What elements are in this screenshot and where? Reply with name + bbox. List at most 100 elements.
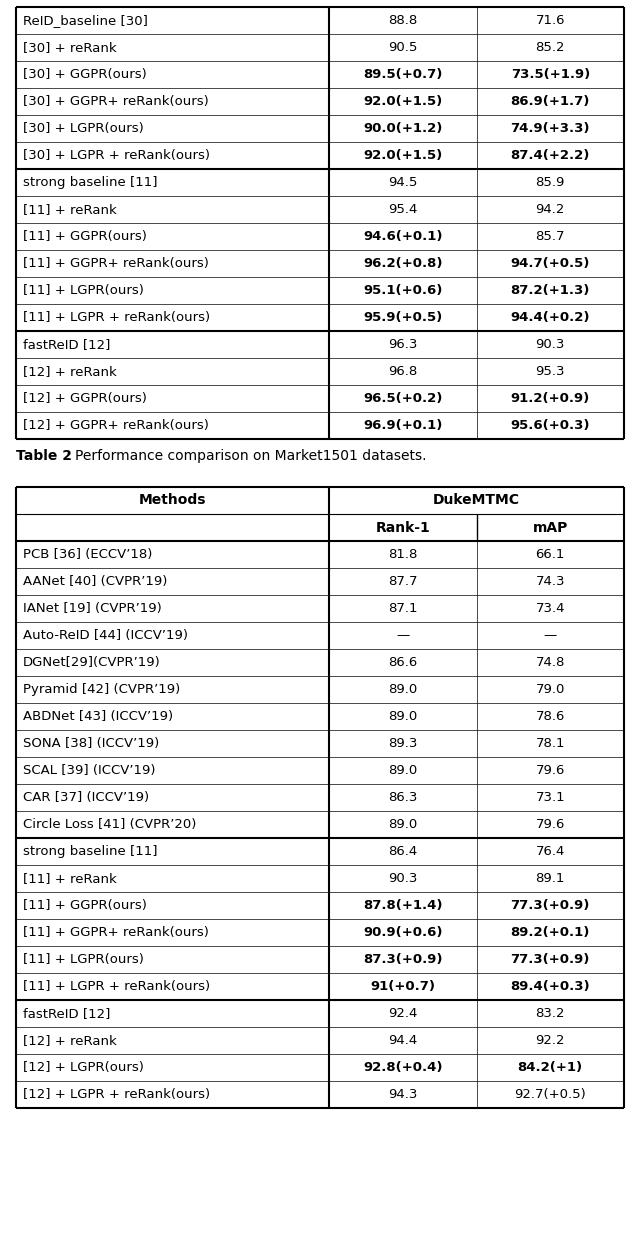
Text: 95.4: 95.4 [388,203,417,215]
Text: 86.4: 86.4 [388,845,417,858]
Text: Auto-ReID [44] (ICCV’19): Auto-ReID [44] (ICCV’19) [23,629,188,643]
Text: IANet [19] (CVPR’19): IANet [19] (CVPR’19) [23,602,162,615]
Text: 96.8: 96.8 [388,365,417,378]
Text: [12] + LGPR + reRank(ours): [12] + LGPR + reRank(ours) [23,1087,210,1101]
Text: DGNet[29](CVPR’19): DGNet[29](CVPR’19) [23,656,161,669]
Text: [11] + reRank: [11] + reRank [23,203,116,215]
Text: 84.2(+1): 84.2(+1) [518,1061,583,1074]
Text: 96.3: 96.3 [388,338,417,352]
Text: 92.8(+0.4): 92.8(+0.4) [363,1061,443,1074]
Text: Circle Loss [41] (CVPR’20): Circle Loss [41] (CVPR’20) [23,818,196,832]
Text: 96.9(+0.1): 96.9(+0.1) [363,420,442,432]
Text: 81.8: 81.8 [388,548,417,561]
Text: [12] + reRank: [12] + reRank [23,365,116,378]
Text: 79.6: 79.6 [536,818,565,832]
Text: 92.0(+1.5): 92.0(+1.5) [364,94,442,108]
Text: —: — [543,629,557,643]
Text: 89.3: 89.3 [388,737,417,750]
Text: [11] + GGPR+ reRank(ours): [11] + GGPR+ reRank(ours) [23,257,209,270]
Text: strong baseline [11]: strong baseline [11] [23,176,157,189]
Text: 77.3(+0.9): 77.3(+0.9) [511,953,590,966]
Text: 94.6(+0.1): 94.6(+0.1) [363,231,443,243]
Text: 92.4: 92.4 [388,1007,417,1021]
Text: [11] + GGPR(ours): [11] + GGPR(ours) [23,231,147,243]
Text: 94.7(+0.5): 94.7(+0.5) [511,257,590,270]
Text: [30] + GGPR+ reRank(ours): [30] + GGPR+ reRank(ours) [23,94,209,108]
Text: 74.8: 74.8 [536,656,565,669]
Text: 74.9(+3.3): 74.9(+3.3) [511,122,590,135]
Text: 94.5: 94.5 [388,176,417,189]
Text: SONA [38] (ICCV’19): SONA [38] (ICCV’19) [23,737,159,750]
Text: PCB [36] (ECCV’18): PCB [36] (ECCV’18) [23,548,152,561]
Text: 95.9(+0.5): 95.9(+0.5) [364,311,442,324]
Text: 89.0: 89.0 [388,818,417,832]
Text: 89.0: 89.0 [388,764,417,777]
Text: 73.4: 73.4 [536,602,565,615]
Text: 92.0(+1.5): 92.0(+1.5) [364,149,442,163]
Text: 85.9: 85.9 [536,176,565,189]
Text: CAR [37] (ICCV’19): CAR [37] (ICCV’19) [23,791,149,804]
Text: fastReID [12]: fastReID [12] [23,1007,110,1021]
Text: 78.1: 78.1 [536,737,565,750]
Text: 94.4: 94.4 [388,1034,417,1047]
Text: [30] + LGPR + reRank(ours): [30] + LGPR + reRank(ours) [23,149,210,163]
Text: [12] + LGPR(ours): [12] + LGPR(ours) [23,1061,144,1074]
Text: 89.2(+0.1): 89.2(+0.1) [511,926,590,939]
Text: ReID_baseline [30]: ReID_baseline [30] [23,14,148,26]
Text: 87.3(+0.9): 87.3(+0.9) [363,953,443,966]
Text: 79.0: 79.0 [536,683,565,696]
Text: 90.5: 90.5 [388,42,417,54]
Text: 83.2: 83.2 [536,1007,565,1021]
Text: 85.7: 85.7 [536,231,565,243]
Text: 87.1: 87.1 [388,602,417,615]
Text: 96.5(+0.2): 96.5(+0.2) [363,392,442,404]
Text: 87.8(+1.4): 87.8(+1.4) [363,898,443,912]
Text: 94.3: 94.3 [388,1087,417,1101]
Text: [30] + GGPR(ours): [30] + GGPR(ours) [23,68,147,81]
Text: 73.1: 73.1 [536,791,565,804]
Text: 71.6: 71.6 [536,14,565,26]
Text: 89.0: 89.0 [388,709,417,723]
Text: 91.2(+0.9): 91.2(+0.9) [511,392,590,404]
Text: [12] + GGPR(ours): [12] + GGPR(ours) [23,392,147,404]
Text: Rank-1: Rank-1 [376,520,430,534]
Text: —: — [396,629,410,643]
Text: [11] + LGPR(ours): [11] + LGPR(ours) [23,284,144,297]
Text: [12] + GGPR+ reRank(ours): [12] + GGPR+ reRank(ours) [23,420,209,432]
Text: [11] + GGPR+ reRank(ours): [11] + GGPR+ reRank(ours) [23,926,209,939]
Text: [12] + reRank: [12] + reRank [23,1034,116,1047]
Text: Methods: Methods [139,494,206,508]
Text: Table 2: Table 2 [16,449,72,462]
Text: [30] + LGPR(ours): [30] + LGPR(ours) [23,122,144,135]
Text: 78.6: 78.6 [536,709,565,723]
Text: [30] + reRank: [30] + reRank [23,42,116,54]
Text: fastReID [12]: fastReID [12] [23,338,110,352]
Text: mAP: mAP [532,520,568,534]
Text: 95.1(+0.6): 95.1(+0.6) [363,284,442,297]
Text: 88.8: 88.8 [388,14,417,26]
Text: 89.5(+0.7): 89.5(+0.7) [363,68,442,81]
Text: [11] + reRank: [11] + reRank [23,872,116,885]
Text: 90.3: 90.3 [536,338,565,352]
Text: 66.1: 66.1 [536,548,565,561]
Text: 89.0: 89.0 [388,683,417,696]
Text: 85.2: 85.2 [536,42,565,54]
Text: 94.4(+0.2): 94.4(+0.2) [511,311,590,324]
Text: strong baseline [11]: strong baseline [11] [23,845,157,858]
Text: 92.7(+0.5): 92.7(+0.5) [515,1087,586,1101]
Text: [11] + GGPR(ours): [11] + GGPR(ours) [23,898,147,912]
Text: 90.3: 90.3 [388,872,417,885]
Text: SCAL [39] (ICCV’19): SCAL [39] (ICCV’19) [23,764,156,777]
Text: DukeMTMC: DukeMTMC [433,494,520,508]
Text: 95.6(+0.3): 95.6(+0.3) [511,420,590,432]
Text: 86.6: 86.6 [388,656,417,669]
Text: 91(+0.7): 91(+0.7) [371,980,435,993]
Text: 96.2(+0.8): 96.2(+0.8) [363,257,443,270]
Text: [11] + LGPR(ours): [11] + LGPR(ours) [23,953,144,966]
Text: 89.1: 89.1 [536,872,565,885]
Text: 92.2: 92.2 [536,1034,565,1047]
Text: 90.9(+0.6): 90.9(+0.6) [363,926,443,939]
Text: 87.7: 87.7 [388,575,417,588]
Text: 86.9(+1.7): 86.9(+1.7) [511,94,590,108]
Text: 94.2: 94.2 [536,203,565,215]
